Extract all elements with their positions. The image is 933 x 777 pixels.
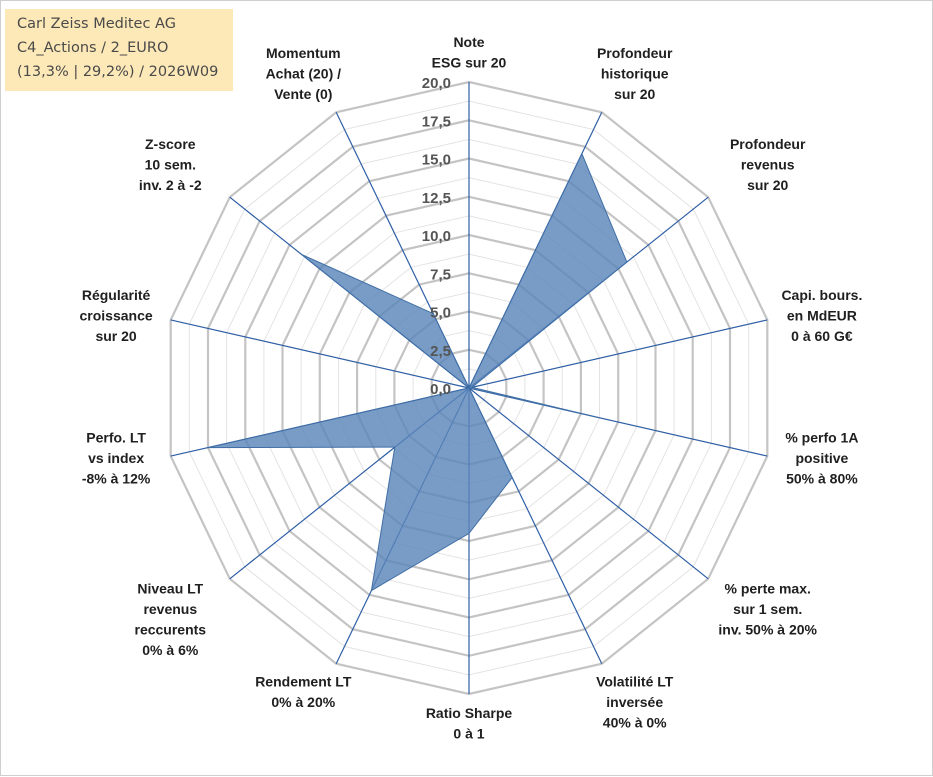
radial-tick-label: 2,5 [430, 343, 451, 360]
data-series-area [208, 154, 627, 591]
axis-label-line: 40% à 0% [603, 714, 667, 730]
axis-label: Capi. bours. en MdEUR 0 à 60 G€ [781, 287, 862, 344]
axis-label-line: inv. 50% à 20% [718, 622, 817, 638]
axis-label: Ratio Sharpe 0 à 1 [426, 705, 513, 742]
axis-label-line: % perfo 1A [785, 430, 858, 446]
axis-label-line: 50% à 80% [786, 471, 858, 487]
axis-label-line: positive [795, 450, 848, 466]
axis-label-line: 0% à 6% [142, 642, 199, 658]
axis-label-line: ESG sur 20 [432, 55, 507, 71]
axis-label: Rendement LT 0% à 20% [255, 673, 352, 710]
axis-label-line: sur 1 sem. [733, 601, 802, 617]
axis-label-line: historique [601, 66, 669, 82]
axis-label: Régularité croissance sur 20 [80, 287, 153, 344]
radial-tick-label: 12,5 [422, 190, 451, 207]
axis-label-line: sur 20 [747, 177, 788, 193]
axis-label-line: sur 20 [95, 328, 136, 344]
axis-label-line: Z-score [145, 136, 196, 152]
radial-tick-label: 0,0 [430, 381, 451, 398]
axis-label-line: Volatilité LT [596, 673, 674, 689]
axis-label-line: en MdEUR [787, 308, 857, 324]
axis-label-line: 10 sem. [145, 157, 196, 173]
axis-label-line: Ratio Sharpe [426, 705, 513, 721]
radial-tick-label: 10,0 [422, 228, 451, 245]
axis-label: % perte max. sur 1 sem. inv. 50% à 20% [718, 581, 817, 638]
axis-label-line: 0% à 20% [271, 694, 335, 710]
axis-label-line: Niveau LT [137, 581, 203, 597]
axis-label-line: reccurents [135, 622, 207, 638]
axis-label-line: 0 à 60 G€ [791, 328, 853, 344]
axis-label-line: Profondeur [730, 136, 806, 152]
radial-tick-label: 7,5 [430, 266, 451, 283]
axis-label: Profondeur revenus sur 20 [730, 136, 806, 193]
axis-label: Niveau LT revenus reccurents 0% à 6% [135, 581, 207, 659]
axis-label: Perfo. LT vs index -8% à 12% [82, 430, 151, 487]
axis-label-line: revenus [741, 157, 795, 173]
axis-label-line: sur 20 [614, 86, 655, 102]
axis-label: Volatilité LT inversée 40% à 0% [596, 673, 674, 730]
axis-label: Note ESG sur 20 [432, 34, 507, 71]
axis-label: Profondeur historique sur 20 [597, 45, 673, 102]
axis-label-line: Note [453, 34, 484, 50]
axis-label: Z-score 10 sem. inv. 2 à -2 [139, 136, 202, 193]
axis-label-line: inversée [606, 694, 663, 710]
axis-label-line: croissance [80, 308, 153, 324]
axis-label: % perfo 1A positive 50% à 80% [785, 430, 858, 487]
axis-label-line: 0 à 1 [453, 726, 484, 742]
axis-label-line: inv. 2 à -2 [139, 177, 202, 193]
axis-label-line: Achat (20) / [266, 66, 342, 82]
axis-label-line: Momentum [266, 45, 341, 61]
axis-label-line: revenus [143, 601, 197, 617]
axis-label-line: -8% à 12% [82, 471, 151, 487]
axis-label-line: Capi. bours. [781, 287, 862, 303]
axis-label-line: Profondeur [597, 45, 673, 61]
axis-label: Momentum Achat (20) / Vente (0) [266, 45, 342, 102]
axis-label-line: Perfo. LT [86, 430, 146, 446]
axis-label-line: vs index [88, 450, 144, 466]
radial-tick-label: 5,0 [430, 305, 451, 322]
radial-tick-label: 17,5 [422, 113, 451, 130]
axis-label-line: Régularité [82, 287, 151, 303]
radial-tick-label: 15,0 [422, 152, 451, 169]
axis-label-line: Vente (0) [274, 86, 332, 102]
axis-label-line: Rendement LT [255, 673, 352, 689]
axis-label-line: % perte max. [725, 581, 811, 597]
radial-tick-label: 20,0 [422, 75, 451, 92]
